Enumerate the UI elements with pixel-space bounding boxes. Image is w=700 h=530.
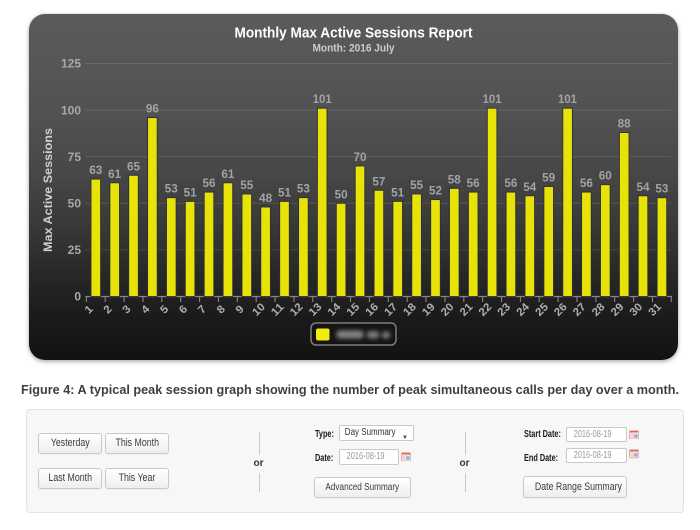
svg-text:59: 59	[542, 173, 555, 185]
svg-text:20: 20	[439, 301, 457, 319]
svg-text:101: 101	[483, 94, 503, 106]
svg-text:21: 21	[458, 301, 476, 319]
svg-text:56: 56	[580, 178, 593, 190]
svg-text:54: 54	[637, 182, 651, 194]
svg-text:26: 26	[552, 301, 570, 319]
svg-text:88: 88	[618, 119, 632, 131]
svg-text:101: 101	[558, 94, 578, 106]
svg-text:11: 11	[269, 301, 287, 319]
svg-text:0: 0	[74, 290, 81, 304]
svg-text:31: 31	[646, 301, 664, 319]
svg-text:Max Active Sessions: Max Active Sessions	[43, 128, 55, 252]
svg-text:25: 25	[533, 301, 551, 319]
svg-text:4: 4	[139, 303, 153, 317]
svg-text:70: 70	[354, 152, 367, 164]
svg-text:101: 101	[313, 94, 333, 106]
svg-text:56: 56	[203, 178, 216, 190]
svg-text:57: 57	[372, 176, 385, 188]
svg-text:8: 8	[215, 303, 228, 316]
svg-text:55: 55	[240, 180, 254, 192]
svg-text:5: 5	[158, 303, 171, 316]
svg-text:3: 3	[120, 303, 133, 316]
svg-text:7: 7	[196, 303, 209, 316]
svg-text:23: 23	[495, 301, 513, 319]
svg-text:51: 51	[184, 187, 198, 199]
svg-text:1: 1	[83, 303, 96, 316]
svg-text:16: 16	[363, 301, 381, 319]
svg-text:50: 50	[68, 197, 82, 211]
svg-text:17: 17	[382, 301, 400, 319]
svg-text:25: 25	[68, 243, 82, 257]
svg-text:13: 13	[307, 301, 325, 319]
svg-text:65: 65	[127, 161, 141, 173]
svg-text:28: 28	[590, 301, 608, 319]
svg-text:96: 96	[146, 104, 159, 116]
svg-text:29: 29	[609, 301, 627, 319]
svg-text:48: 48	[259, 193, 273, 205]
svg-text:53: 53	[655, 184, 668, 196]
svg-text:51: 51	[391, 187, 405, 199]
svg-text:53: 53	[297, 184, 310, 196]
svg-text:Monthly Max Active Sessions Re: Monthly Max Active Sessions Report	[235, 25, 473, 42]
svg-text:53: 53	[165, 184, 178, 196]
svg-text:52: 52	[429, 186, 442, 198]
svg-text:61: 61	[221, 169, 235, 181]
svg-text:61: 61	[108, 169, 122, 181]
svg-text:50: 50	[335, 189, 348, 201]
svg-text:55: 55	[410, 180, 424, 192]
svg-text:10: 10	[250, 301, 268, 319]
svg-text:75: 75	[68, 150, 82, 164]
svg-text:15: 15	[345, 301, 363, 319]
svg-text:125: 125	[61, 57, 81, 71]
svg-text:27: 27	[571, 301, 589, 319]
svg-text:Month: 2016 July: Month: 2016 July	[313, 43, 396, 55]
svg-text:60: 60	[599, 171, 612, 183]
svg-text:6: 6	[177, 303, 190, 316]
svg-text:19: 19	[420, 301, 438, 319]
svg-text:9: 9	[234, 303, 247, 316]
svg-text:14: 14	[326, 300, 344, 318]
svg-text:22: 22	[477, 301, 495, 319]
svg-text:51: 51	[278, 187, 292, 199]
svg-text:24: 24	[514, 300, 532, 318]
svg-text:100: 100	[61, 103, 81, 117]
svg-text:12: 12	[288, 301, 306, 319]
svg-text:Figure 4: A typical peak sessi: Figure 4: A typical peak session graph s…	[21, 382, 679, 397]
svg-text:2: 2	[102, 303, 115, 316]
svg-text:56: 56	[467, 178, 480, 190]
svg-text:63: 63	[89, 165, 102, 177]
svg-text:18: 18	[401, 301, 419, 319]
svg-text:54: 54	[523, 182, 537, 194]
svg-text:56: 56	[504, 178, 517, 190]
svg-text:30: 30	[628, 301, 646, 319]
svg-text:58: 58	[448, 174, 462, 186]
